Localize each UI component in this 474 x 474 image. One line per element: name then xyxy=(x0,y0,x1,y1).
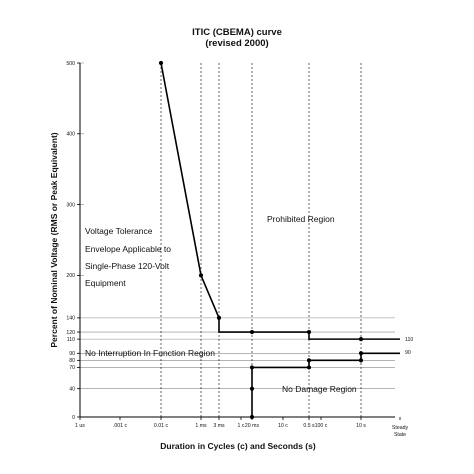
y-tick-label-500: 500 xyxy=(66,61,75,67)
end-label-110: 110 xyxy=(405,337,413,343)
lower-curve-point-5 xyxy=(358,358,364,363)
upper-curve-point-2 xyxy=(216,315,222,320)
chart-title-line-1: ITIC (CBEMA) curve xyxy=(192,27,282,38)
end-label-90: 90 xyxy=(405,350,411,356)
x-tick-label-1-us: 1 us xyxy=(75,423,85,429)
lower-curve-point-2 xyxy=(249,365,255,370)
chart-title-line-2: (revised 2000) xyxy=(205,38,268,49)
y-tick-label-200: 200 xyxy=(66,273,75,279)
x-axis-label: Duration in Cycles (c) and Seconds (s) xyxy=(160,441,316,451)
upper-curve-point-5 xyxy=(306,329,312,335)
x-tick-label-1-ms: 1 ms xyxy=(195,423,207,429)
y-tick-label-300: 300 xyxy=(66,202,75,208)
y-tick-label-40: 40 xyxy=(69,386,75,392)
curve-points xyxy=(158,60,364,420)
no-damage-region-label: No Damage Region xyxy=(282,384,357,394)
voltage-tolerance-line-1: Voltage Tolerance xyxy=(85,226,153,236)
lower-curve-point-1 xyxy=(249,386,255,391)
x-tick-label-0-01-c: 0.01 c xyxy=(154,423,169,429)
lower-curve-point-6 xyxy=(358,351,364,356)
y-tick-label-90: 90 xyxy=(69,351,75,357)
y-axis-label: Percent of Nominal Voltage (RMS or Peak … xyxy=(49,132,59,347)
upper-curve-point-7 xyxy=(358,337,364,342)
y-tick-label-0: 0 xyxy=(72,415,75,421)
y-tick-label-400: 400 xyxy=(66,132,75,138)
x-tick-label-1-c: 1 c xyxy=(238,423,245,429)
x-tick-label-001-c: .001 c xyxy=(113,423,128,429)
upper-curve-point-4 xyxy=(249,329,255,335)
voltage-tolerance-line-4: Equipment xyxy=(85,278,126,288)
voltage-tolerance-line-3: Single-Phase 120-Volt xyxy=(85,261,170,271)
upper-curve-point-0 xyxy=(158,60,164,66)
y-tick-label-80: 80 xyxy=(69,358,75,364)
prohibited-region-label: Prohibited Region xyxy=(267,214,335,224)
x-axis-ticks: 1 us .001 c 0.01 c 1 ms 3 ms 1 c 20 ms 10 c 0.5 … xyxy=(75,417,408,438)
x-tick-label-10-c: 10 c xyxy=(278,423,288,429)
x-tick-label-0-5-s: 0.5 s xyxy=(303,423,315,429)
no-interruption-region-label: No Interruption In Function Region xyxy=(85,348,215,358)
x-tick-label-10-s: 10 s xyxy=(356,423,366,429)
upper-tolerance-curve xyxy=(160,62,400,340)
voltage-tolerance-line-2: Envelope Applicable to xyxy=(85,244,171,254)
y-tick-label-120: 120 xyxy=(66,330,75,336)
x-tick-label-3-ms: 3 ms xyxy=(213,423,225,429)
x-tick-label-100-c: 100 c xyxy=(315,423,328,429)
upper-curve-point-1 xyxy=(198,273,204,278)
x-tick-label-20-ms: 20 ms xyxy=(245,423,260,429)
lower-curve-point-4 xyxy=(306,358,312,363)
duration-guide-lines xyxy=(160,63,362,417)
lower-curve-point-3 xyxy=(306,365,312,370)
y-tick-label-110: 110 xyxy=(67,337,75,343)
y-tick-label-140: 140 xyxy=(66,316,75,322)
lower-curve-point-0 xyxy=(249,414,255,420)
y-tick-label-70: 70 xyxy=(69,365,75,371)
x-tick-label-steady-state: Steady State xyxy=(392,425,409,438)
